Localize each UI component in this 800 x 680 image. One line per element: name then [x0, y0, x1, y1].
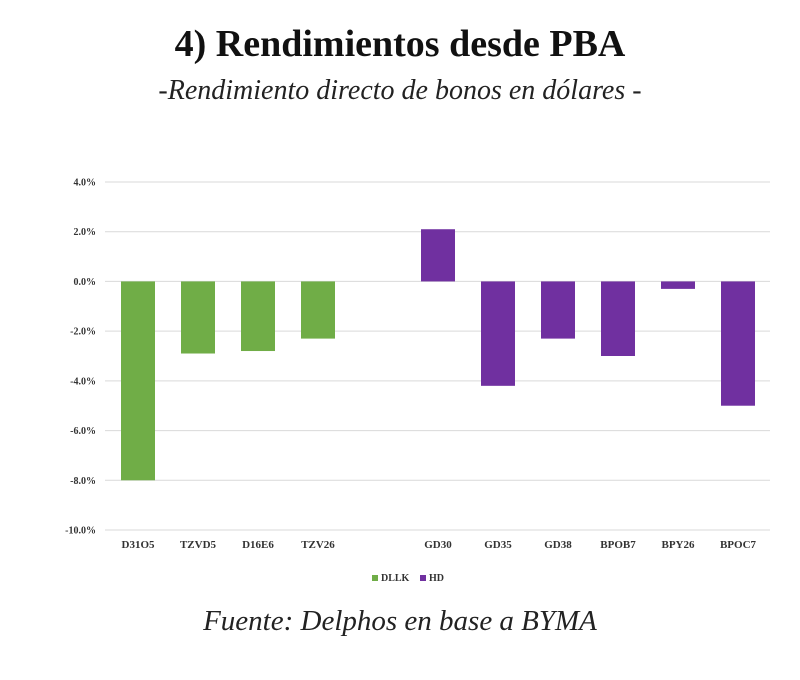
- bar-tzv26: [301, 281, 335, 339]
- legend-swatch-dllk: [372, 575, 378, 581]
- x-tick-label: TZVD5: [180, 539, 217, 551]
- y-tick-label: -6.0%: [70, 426, 96, 437]
- bar-bpy26: [661, 281, 695, 289]
- bar-gd35: [481, 281, 515, 386]
- x-tick-label: BPY26: [662, 539, 696, 551]
- y-tick-label: -4.0%: [70, 376, 96, 387]
- x-tick-label: D31O5: [122, 539, 156, 551]
- y-tick-label: -10.0%: [65, 526, 96, 537]
- y-tick-label: 2.0%: [74, 227, 97, 238]
- x-axis-labels: D31O5 TZVD5 D16E6 TZV26 GD30 GD35 GD38 BPOB7 BPY…: [122, 539, 757, 551]
- x-tick-label: D16E6: [242, 539, 274, 551]
- legend-label-hd: HD: [429, 573, 444, 584]
- y-tick-label: 0.0%: [74, 277, 97, 288]
- bar-bpob7: [601, 281, 635, 356]
- x-tick-label: BPOC7: [720, 539, 757, 551]
- y-tick-label: -8.0%: [70, 476, 96, 487]
- bar-tzvd5: [181, 281, 215, 354]
- x-tick-label: TZV26: [301, 539, 335, 551]
- x-tick-label: GD35: [484, 539, 512, 551]
- chart-subtitle: -Rendimiento directo de bonos en dólares…: [158, 75, 642, 106]
- y-tick-label: -2.0%: [70, 327, 96, 338]
- y-tick-label: 4.0%: [74, 178, 97, 189]
- chart-title: 4) Rendimientos desde PBA: [174, 23, 626, 65]
- source-note: Fuente: Delphos en base a BYMA: [203, 605, 597, 637]
- x-tick-label: GD38: [544, 539, 572, 551]
- bars: [121, 229, 755, 481]
- bar-bpoc7: [721, 281, 755, 406]
- bar-d31o5: [121, 281, 155, 481]
- y-axis-ticks: 4.0% 2.0% 0.0% -2.0% -4.0% -6.0% -8.0% -10.0%: [65, 178, 96, 537]
- legend-swatch-hd: [420, 575, 426, 581]
- legend-label-dllk: DLLK: [381, 573, 410, 584]
- bar-gd30: [421, 229, 455, 282]
- legend: DLLK HD: [372, 573, 444, 584]
- x-tick-label: BPOB7: [600, 539, 636, 551]
- bar-d16e6: [241, 281, 275, 352]
- x-tick-label: GD30: [424, 539, 452, 551]
- bar-gd38: [541, 281, 575, 339]
